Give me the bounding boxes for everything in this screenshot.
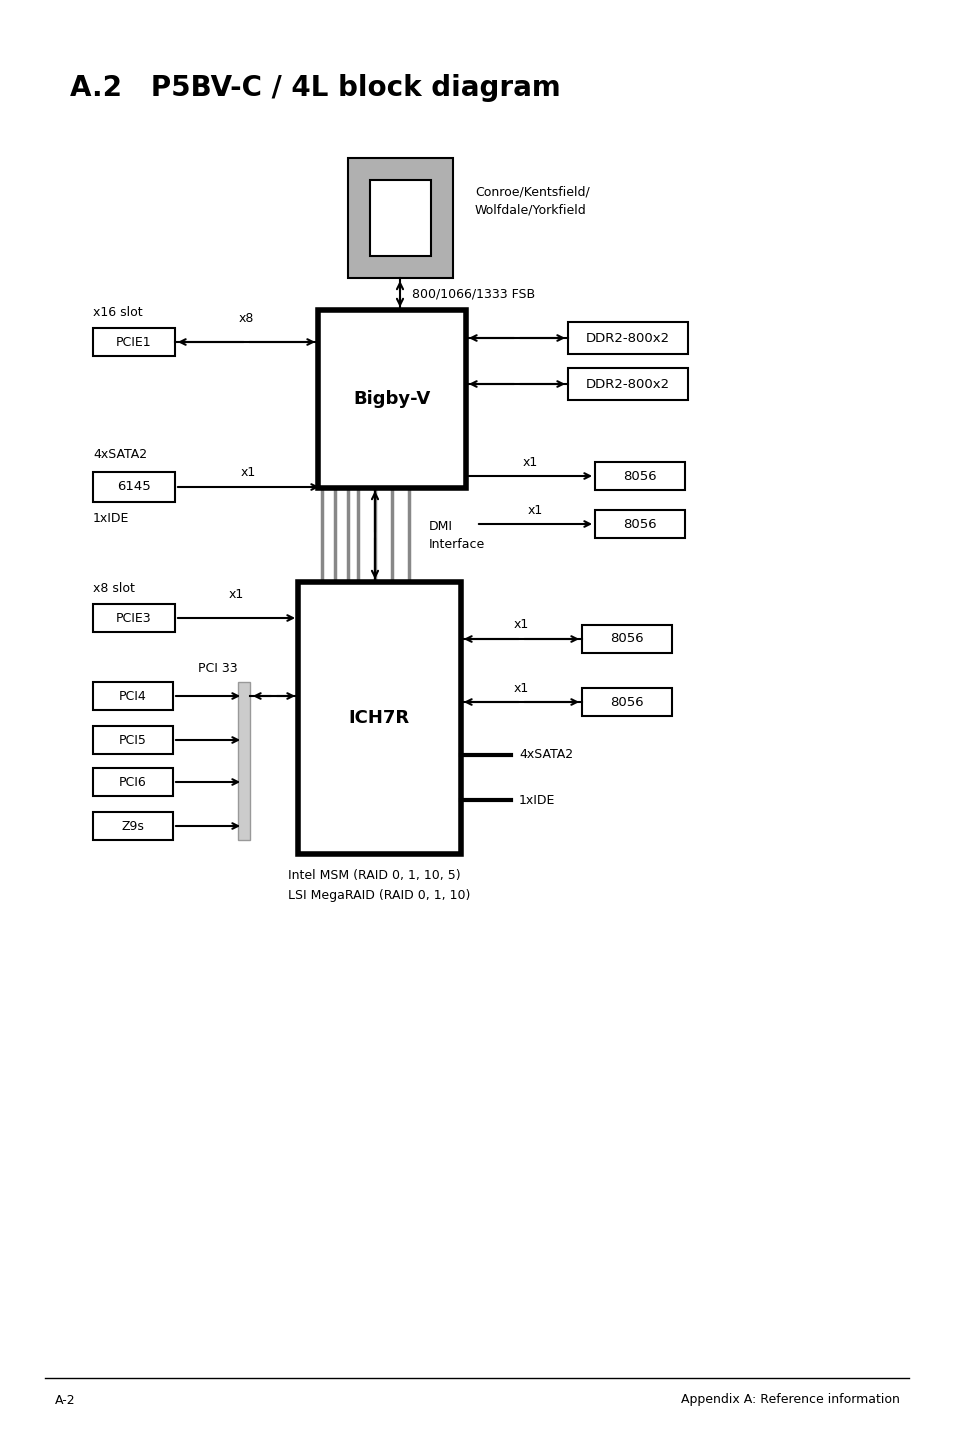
Bar [595, 462, 684, 490]
Bar [348, 158, 453, 278]
Text: Wolfdale/Yorkfield: Wolfdale/Yorkfield [475, 204, 586, 217]
Text: 4xSATA2: 4xSATA2 [92, 447, 147, 460]
Text: PCI 33: PCI 33 [198, 661, 237, 674]
Text: A-2: A-2 [55, 1393, 75, 1406]
Text: x8 slot: x8 slot [92, 581, 134, 594]
Bar [581, 626, 671, 653]
Text: A.2   P5BV-C / 4L block diagram: A.2 P5BV-C / 4L block diagram [70, 73, 560, 102]
Text: Bigby-V: Bigby-V [353, 390, 430, 408]
Bar [297, 582, 460, 854]
Text: PCI5: PCI5 [119, 733, 147, 746]
Text: x16 slot: x16 slot [92, 305, 143, 318]
Text: 8056: 8056 [610, 633, 643, 646]
Bar [567, 322, 687, 354]
Bar [581, 687, 671, 716]
Bar [317, 311, 465, 487]
Text: Intel MSM (RAID 0, 1, 10, 5): Intel MSM (RAID 0, 1, 10, 5) [288, 870, 460, 883]
Text: 8056: 8056 [622, 518, 656, 531]
Text: x1: x1 [240, 466, 255, 479]
Text: 8056: 8056 [610, 696, 643, 709]
Bar [370, 180, 431, 256]
Text: 1xIDE: 1xIDE [92, 512, 130, 525]
Text: 800/1066/1333 FSB: 800/1066/1333 FSB [412, 288, 535, 301]
Bar [92, 682, 172, 710]
Text: x1: x1 [513, 682, 528, 695]
Text: Conroe/Kentsfield/: Conroe/Kentsfield/ [475, 186, 589, 198]
Text: Z9s: Z9s [121, 820, 144, 833]
Bar [92, 812, 172, 840]
Text: 6145: 6145 [117, 480, 151, 493]
Text: 4xSATA2: 4xSATA2 [518, 749, 573, 762]
Text: PCI4: PCI4 [119, 689, 147, 703]
Text: x1: x1 [522, 456, 537, 469]
Bar [92, 726, 172, 754]
Bar [92, 604, 174, 631]
Bar [595, 510, 684, 538]
Bar [92, 328, 174, 357]
Bar [237, 682, 250, 840]
Text: 1xIDE: 1xIDE [518, 794, 555, 807]
Text: x1: x1 [228, 588, 243, 601]
Text: DDR2-800x2: DDR2-800x2 [585, 332, 669, 345]
Text: ICH7R: ICH7R [348, 709, 409, 728]
Text: DDR2-800x2: DDR2-800x2 [585, 378, 669, 391]
Bar [567, 368, 687, 400]
Text: x1: x1 [527, 503, 542, 516]
Text: DMI: DMI [429, 521, 453, 533]
Text: PCI6: PCI6 [119, 775, 147, 788]
Text: x8: x8 [238, 312, 253, 325]
Text: LSI MegaRAID (RAID 0, 1, 10): LSI MegaRAID (RAID 0, 1, 10) [288, 890, 470, 903]
Text: Interface: Interface [429, 538, 485, 552]
Bar [92, 768, 172, 797]
Text: x1: x1 [513, 618, 528, 631]
Text: PCIE3: PCIE3 [116, 611, 152, 624]
Bar [92, 472, 174, 502]
Text: PCIE1: PCIE1 [116, 335, 152, 348]
Text: Appendix A: Reference information: Appendix A: Reference information [680, 1393, 899, 1406]
Text: 8056: 8056 [622, 469, 656, 483]
